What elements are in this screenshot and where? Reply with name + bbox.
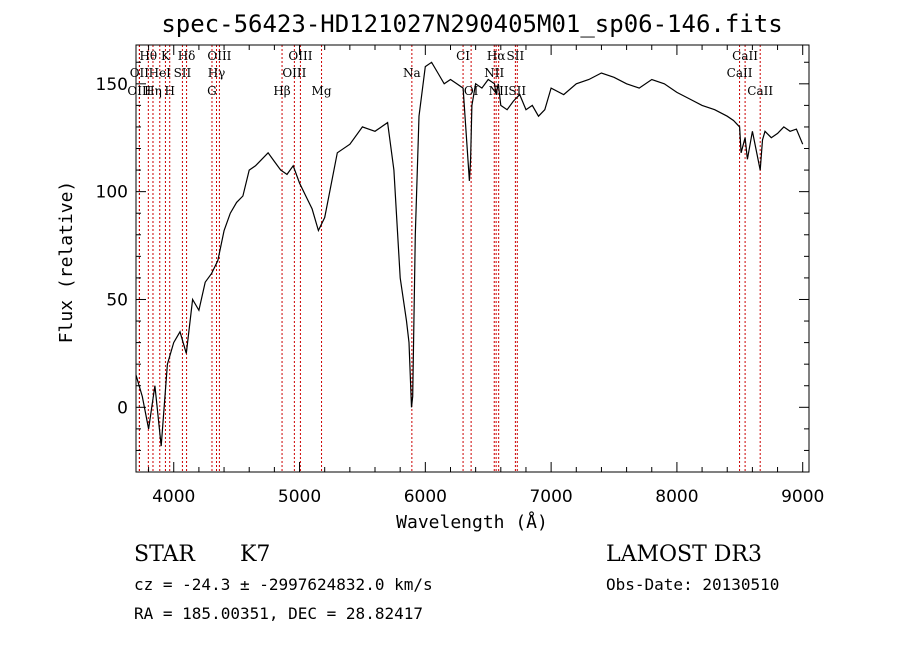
line-label: CI xyxy=(456,49,470,63)
y-tick-label: 50 xyxy=(106,290,128,310)
line-label: SII xyxy=(508,84,526,98)
line-label: OIII xyxy=(288,49,312,63)
chart-title: spec-56423-HD121027N290405M01_sp06-146.f… xyxy=(161,10,782,38)
line-label: OIII xyxy=(127,84,151,98)
line-label: CaII xyxy=(732,49,758,63)
line-label: Hδ xyxy=(178,49,196,63)
line-label: Hα xyxy=(487,49,506,63)
line-label: Na xyxy=(403,66,421,80)
observation-date: Obs-Date: 20130510 xyxy=(606,575,779,594)
y-tick-label: 100 xyxy=(96,183,128,203)
redshift-velocity: cz = -24.3 ± -2997624832.0 km/s xyxy=(134,575,433,594)
x-tick-label: 8000 xyxy=(655,487,698,507)
object-type: STAR xyxy=(134,542,196,567)
x-tick-label: 6000 xyxy=(404,487,447,507)
x-axis: 4000 5000 6000 7000 8000 9000 xyxy=(148,45,824,507)
x-tick-label: 7000 xyxy=(529,487,572,507)
subclass: K7 xyxy=(240,542,270,567)
y-tick-label: 0 xyxy=(117,398,128,418)
y-axis-label: Flux (relative) xyxy=(56,181,77,344)
x-tick-label: 9000 xyxy=(781,487,824,507)
line-label: Hγ xyxy=(208,66,226,80)
line-label: HeI xyxy=(149,66,172,80)
line-label: CaII xyxy=(747,84,773,98)
line-label: OII xyxy=(130,66,150,80)
line-label: SII xyxy=(174,66,192,80)
line-label: G xyxy=(207,84,217,98)
line-label: Hβ xyxy=(273,84,290,98)
line-label: OI xyxy=(464,84,479,98)
line-label: OIII xyxy=(282,66,306,80)
spectrum-line xyxy=(135,61,804,447)
line-label: Mg xyxy=(312,84,332,98)
line-label: CaII xyxy=(727,66,753,80)
line-label: Hη xyxy=(144,84,162,98)
x-tick-label: 4000 xyxy=(152,487,195,507)
spectral-line-markers xyxy=(138,45,761,472)
y-axis: 0 50 100 150 xyxy=(96,61,809,451)
line-label: K xyxy=(161,49,171,63)
survey-name: LAMOST DR3 xyxy=(606,542,762,567)
line-label: H xyxy=(164,84,174,98)
line-label: SII xyxy=(507,49,525,63)
line-label: OIII xyxy=(207,49,231,63)
line-label: Hθ xyxy=(139,49,157,63)
y-tick-label: 150 xyxy=(96,75,128,95)
line-label: NII xyxy=(484,66,504,80)
plot-frame xyxy=(135,44,810,473)
x-tick-label: 5000 xyxy=(278,487,321,507)
coordinates: RA = 185.00351, DEC = 28.82417 xyxy=(134,604,423,623)
x-axis-label: Wavelength (Å) xyxy=(396,511,548,533)
